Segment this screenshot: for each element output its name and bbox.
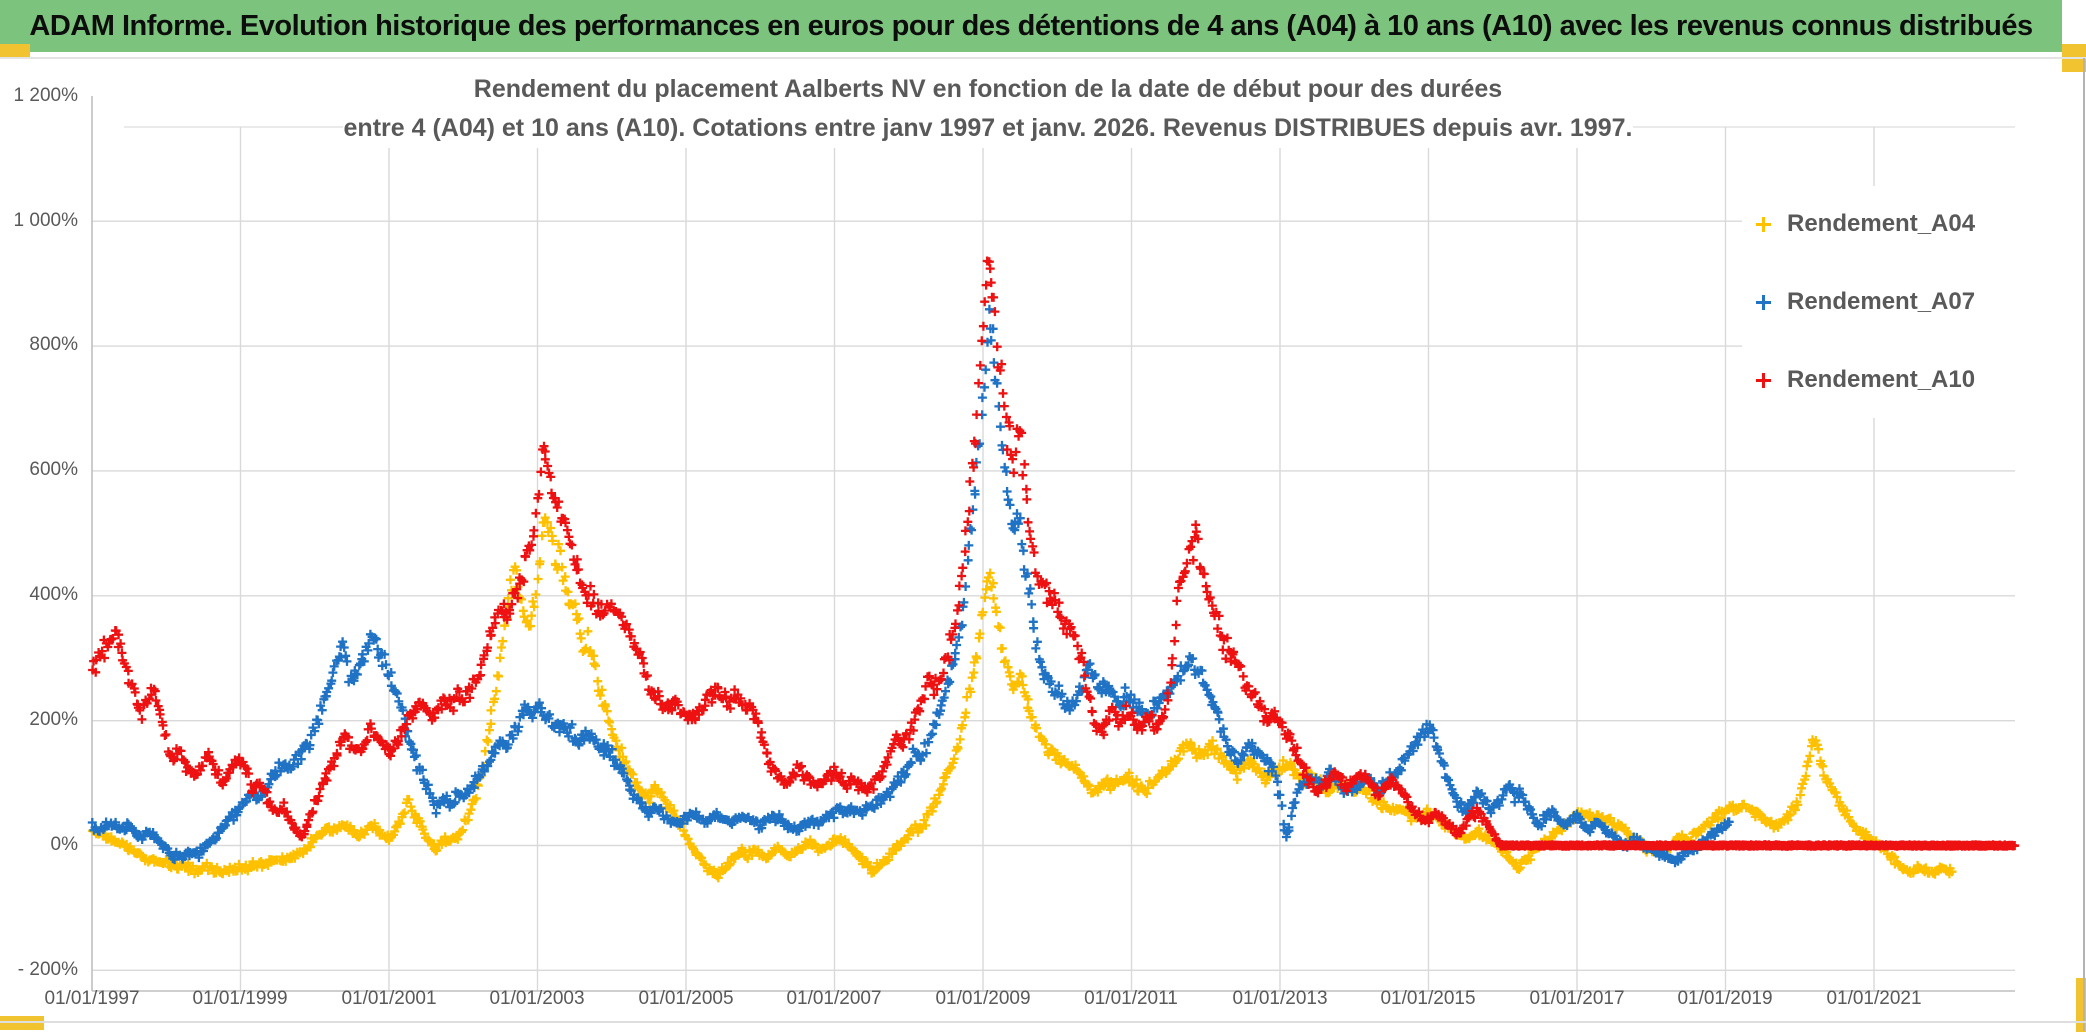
x-axis-tick-label: 01/01/2021 [1826,988,1922,1009]
x-axis-tick-label: 01/01/2007 [786,988,882,1009]
legend-label: Rendement_A04 [1787,210,1976,237]
x-axis-tick-label: 01/01/2001 [341,988,437,1009]
x-axis-tick-label: 01/01/2017 [1529,988,1625,1009]
legend-item-a07[interactable]: Rendement_A07 [1742,270,2070,334]
plus-marker-icon [1756,216,1771,232]
header-bar: ADAM Informe. Evolution historique des p… [0,0,2062,52]
page-title: ADAM Informe. Evolution historique des p… [29,9,2033,42]
x-axis-tick-label: 01/01/2015 [1380,988,1476,1009]
y-axis-tick-label: 400% [29,584,78,605]
chart-title-line1: Rendement du placement Aalberts NV en fo… [473,75,1503,103]
y-axis-tick-label: 0% [50,834,78,855]
series-Rendement_A10 [88,256,2020,851]
legend-item-a04[interactable]: Rendement_A04 [1742,192,2070,256]
legend-label: Rendement_A10 [1787,366,1976,393]
x-axis-tick-label: 01/01/2003 [489,988,585,1009]
x-axis-tick-label: 01/01/2013 [1232,988,1328,1009]
x-axis-tick-label: 01/01/2011 [1084,988,1178,1009]
chart-title: Rendement du placement Aalberts NV en fo… [343,70,1633,148]
legend-item-a10[interactable]: Rendement_A10 [1742,348,2070,412]
y-axis-tick-label: 200% [29,709,78,730]
y-axis-tick-label: - 200% [17,959,78,980]
x-axis-tick-label: 01/01/2019 [1677,988,1773,1009]
plus-marker-icon [1756,372,1771,388]
x-axis-tick-label: 01/01/2009 [935,988,1031,1009]
x-axis-tick-label: 01/01/1999 [192,988,288,1009]
series-Rendement_A07 [87,304,1734,868]
y-axis-tick-label: 800% [29,334,78,355]
page-break-marker-top-left [0,44,30,57]
legend-label: Rendement_A07 [1787,288,1976,315]
chart-legend: Rendement_A04 Rendement_A07 Rendement_A1… [1742,186,2070,418]
y-axis-tick-label: 600% [29,459,78,480]
x-axis-tick-label: 01/01/2005 [638,988,734,1009]
y-axis-tick-label: 1 000% [13,210,78,231]
page-break-marker-bottom-left [0,1016,44,1030]
chart-title-line2: entre 4 (A04) et 10 ans (A10). Cotations… [343,114,1633,142]
card-top-border [0,57,2086,59]
plus-marker-icon [1756,294,1771,310]
card-bottom-border [0,1021,2086,1023]
page-break-marker-right-strip [2076,978,2086,1032]
card-right-border [2083,58,2085,1031]
x-axis-tick-label: 01/01/1997 [44,988,140,1009]
y-axis-tick-label: 1 200% [13,85,78,106]
